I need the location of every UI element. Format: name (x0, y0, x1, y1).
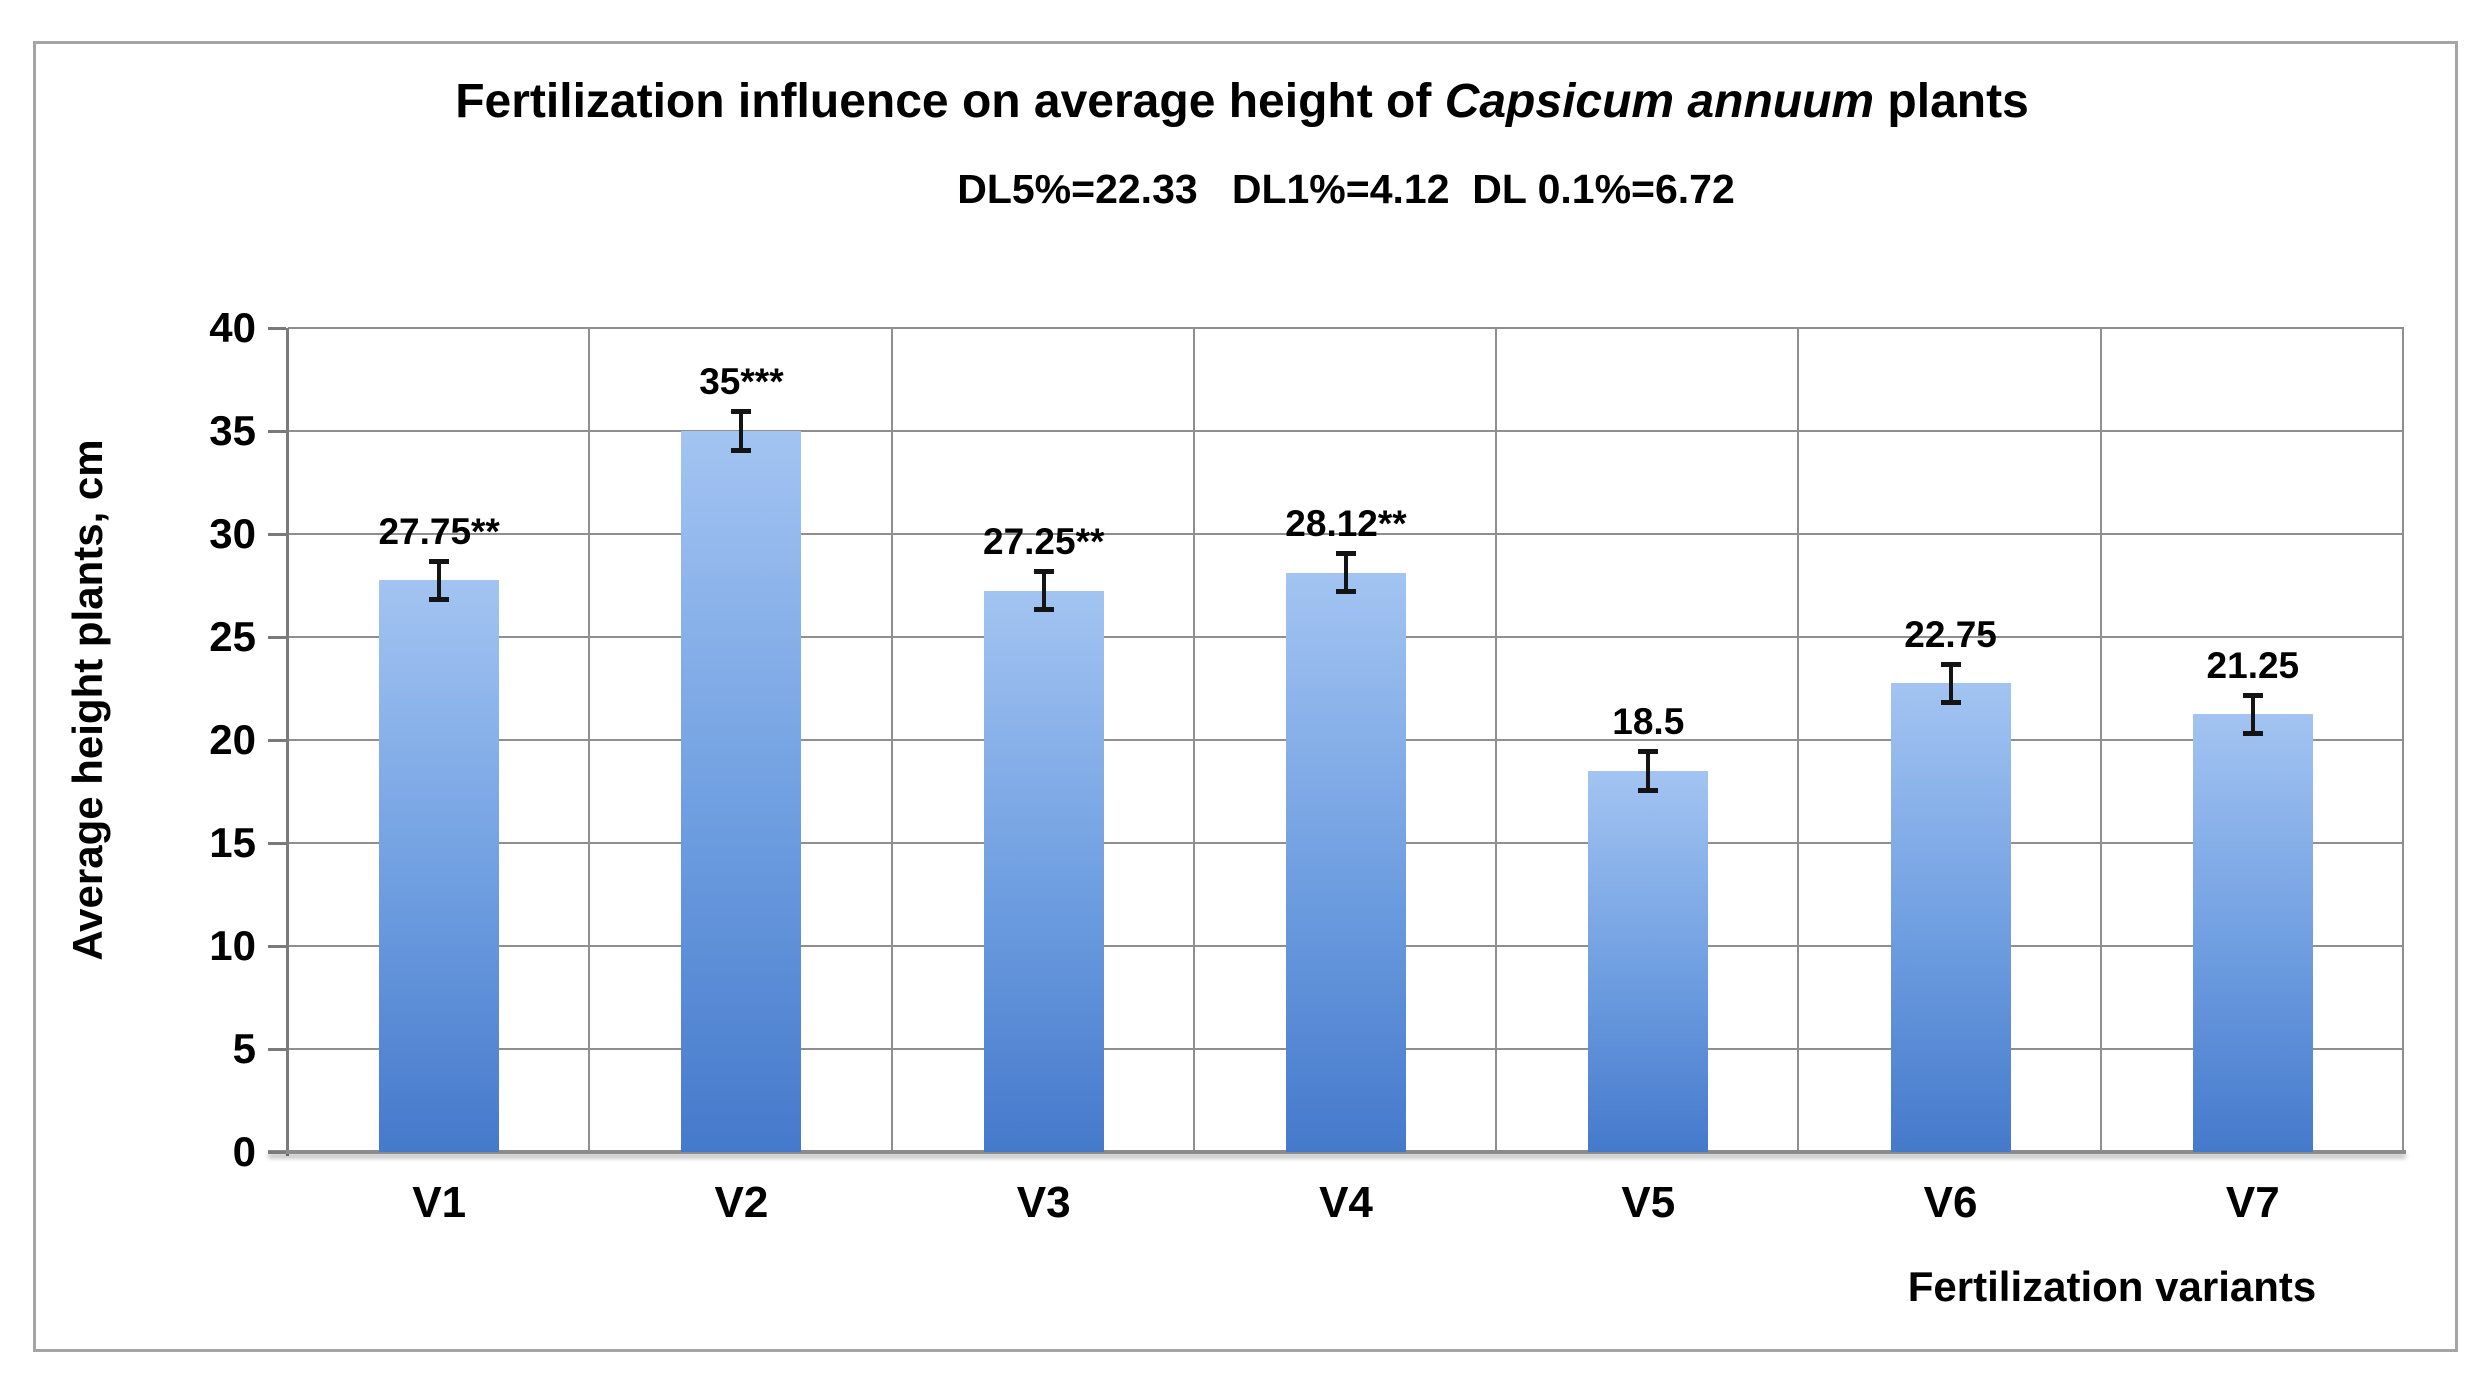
bar-v4 (1286, 572, 1406, 1152)
y-tick-label-20: 20 (209, 716, 256, 763)
chart-title-suffix: plants (1874, 75, 2029, 128)
category-label-v3: V3 (1016, 1178, 1071, 1227)
error-line-v1 (437, 558, 442, 602)
x-axis-title: Fertilization variants (1907, 1263, 2317, 1310)
gridline-x-5 (1797, 328, 1800, 1152)
y-tick-15 (268, 842, 286, 845)
error-line-v2 (739, 409, 744, 453)
bar-v5 (1588, 770, 1709, 1152)
error-bar-v6 (1940, 661, 1961, 705)
data-label-v3: 27.25** (983, 521, 1105, 563)
gridline-x-4 (1495, 328, 1498, 1152)
chart-subtitle: DL5%=22.33 DL1%=4.12 DL 0.1%=6.72 (957, 166, 1735, 212)
y-tick-label-40: 40 (209, 304, 256, 351)
y-tick-0 (268, 1151, 286, 1154)
gridline-x-6 (2099, 328, 2102, 1152)
y-axis-line (286, 328, 289, 1156)
y-tick-label-35: 35 (209, 407, 256, 454)
error-bar-v1 (429, 558, 450, 602)
error-bar-v2 (731, 409, 752, 453)
y-tick-40 (268, 327, 286, 330)
data-label-v2: 35*** (699, 361, 784, 403)
gridline-x-2 (890, 328, 893, 1152)
error-bar-v7 (2242, 692, 2263, 736)
y-tick-35 (268, 430, 286, 433)
error-bar-v4 (1336, 551, 1356, 595)
chart-title-prefix: Fertilization influence on average heigh… (455, 75, 1445, 128)
x-axis-line (268, 1150, 2406, 1154)
error-line-v4 (1344, 551, 1348, 595)
error-line-v5 (1646, 749, 1651, 793)
data-label-v6: 22.75 (1904, 613, 1997, 655)
bar-v7 (2192, 714, 2313, 1152)
category-label-v5: V5 (1621, 1178, 1676, 1227)
y-tick-label-15: 15 (209, 819, 256, 866)
data-label-v7: 21.25 (2206, 644, 2300, 686)
y-tick-label-25: 25 (209, 613, 256, 660)
category-label-v1: V1 (412, 1178, 467, 1227)
category-label-v7: V7 (2225, 1178, 2280, 1227)
category-label-v2: V2 (714, 1178, 769, 1227)
y-tick-20 (268, 739, 286, 742)
gridline-x-3 (1192, 328, 1195, 1152)
y-tick-10 (268, 945, 286, 948)
data-label-v4: 28.12** (1285, 503, 1407, 545)
y-tick-label-0: 0 (232, 1128, 256, 1175)
plot-area: 0 5 10 15 20 25 30 35 40 27.75** V1 35*** V2 27.25** V… (209, 306, 2406, 1227)
y-tick-25 (268, 636, 286, 639)
error-line-v6 (1948, 661, 1953, 705)
chart-title: Fertilization influence on average heigh… (0, 74, 2484, 129)
data-label-v1: 27.75** (378, 510, 500, 552)
y-tick-5 (268, 1048, 286, 1051)
gridline-y-40 (288, 327, 2404, 329)
gridline-y-35 (288, 430, 2404, 432)
error-line-v3 (1041, 569, 1046, 613)
bar-v1 (379, 580, 500, 1152)
y-axis-title: Average height plants, cm (64, 439, 111, 961)
error-bar-v3 (1033, 569, 1054, 613)
gridline-x-1 (588, 328, 591, 1152)
chart-title-species: Capsicum annuum (1444, 75, 1875, 128)
y-tick-30 (268, 533, 286, 536)
error-bar-v5 (1638, 749, 1659, 793)
gridline-x-7 (2402, 328, 2404, 1152)
category-label-v4: V4 (1319, 1178, 1373, 1227)
bar-v6 (1890, 683, 2011, 1152)
y-tick-label-10: 10 (209, 922, 256, 969)
data-label-v5: 18.5 (1612, 701, 1685, 743)
y-tick-label-5: 5 (232, 1025, 256, 1072)
category-label-v6: V6 (1923, 1178, 1978, 1227)
bar-v3 (983, 590, 1104, 1152)
error-line-v7 (2250, 692, 2255, 736)
gridline-y-30 (288, 533, 2404, 535)
y-tick-label-30: 30 (209, 510, 256, 557)
bar-v2 (681, 431, 802, 1152)
